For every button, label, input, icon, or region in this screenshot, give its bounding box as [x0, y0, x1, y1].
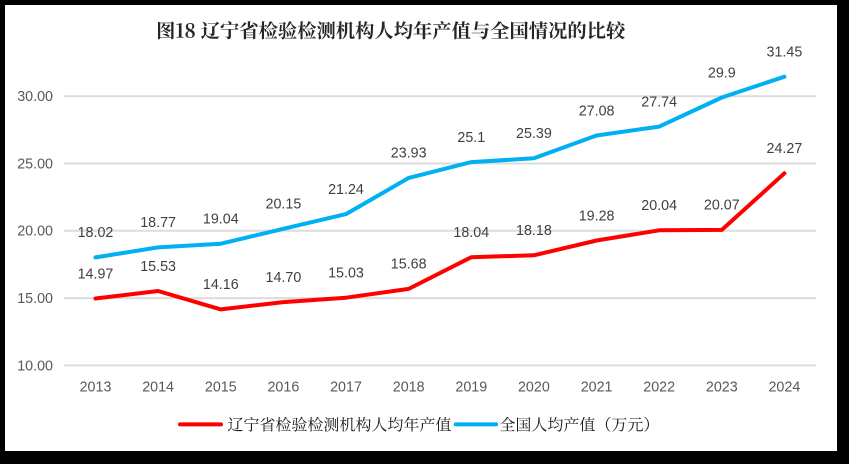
svg-text:2014: 2014 [142, 379, 174, 395]
svg-text:20.00: 20.00 [17, 224, 53, 240]
svg-text:25.39: 25.39 [516, 126, 552, 142]
svg-text:2023: 2023 [706, 379, 738, 395]
svg-text:23.93: 23.93 [391, 146, 427, 162]
svg-text:2017: 2017 [330, 379, 362, 395]
svg-text:2015: 2015 [205, 379, 237, 395]
svg-text:2013: 2013 [80, 379, 112, 395]
svg-text:2016: 2016 [267, 379, 299, 395]
svg-text:14.70: 14.70 [266, 270, 302, 286]
svg-text:2020: 2020 [518, 379, 550, 395]
svg-text:20.04: 20.04 [641, 198, 677, 214]
svg-text:2024: 2024 [768, 379, 800, 395]
svg-text:15.00: 15.00 [17, 291, 53, 307]
svg-text:19.04: 19.04 [203, 212, 239, 228]
svg-text:20.07: 20.07 [704, 198, 740, 214]
svg-text:14.16: 14.16 [203, 277, 239, 293]
svg-text:14.97: 14.97 [78, 266, 114, 282]
svg-text:2019: 2019 [455, 379, 487, 395]
svg-text:15.53: 15.53 [140, 259, 176, 275]
svg-text:2021: 2021 [581, 379, 613, 395]
svg-text:18.02: 18.02 [78, 225, 114, 241]
svg-text:25.1: 25.1 [457, 130, 485, 146]
svg-text:25.00: 25.00 [17, 156, 53, 172]
svg-text:27.74: 27.74 [641, 94, 677, 110]
svg-text:18.77: 18.77 [140, 215, 176, 231]
svg-text:18.04: 18.04 [453, 225, 489, 241]
svg-text:2018: 2018 [393, 379, 425, 395]
svg-text:15.03: 15.03 [328, 266, 364, 282]
svg-text:10.00: 10.00 [17, 358, 53, 374]
svg-text:27.08: 27.08 [579, 103, 615, 119]
svg-text:2022: 2022 [643, 379, 675, 395]
svg-text:30.00: 30.00 [17, 89, 53, 105]
svg-text:24.27: 24.27 [767, 141, 803, 157]
svg-text:21.24: 21.24 [328, 182, 364, 198]
svg-text:20.15: 20.15 [266, 197, 302, 213]
svg-text:18.18: 18.18 [516, 223, 552, 239]
svg-text:19.28: 19.28 [579, 208, 615, 224]
svg-text:31.45: 31.45 [767, 45, 803, 61]
svg-text:29.9: 29.9 [708, 65, 736, 81]
svg-text:15.68: 15.68 [391, 257, 427, 273]
